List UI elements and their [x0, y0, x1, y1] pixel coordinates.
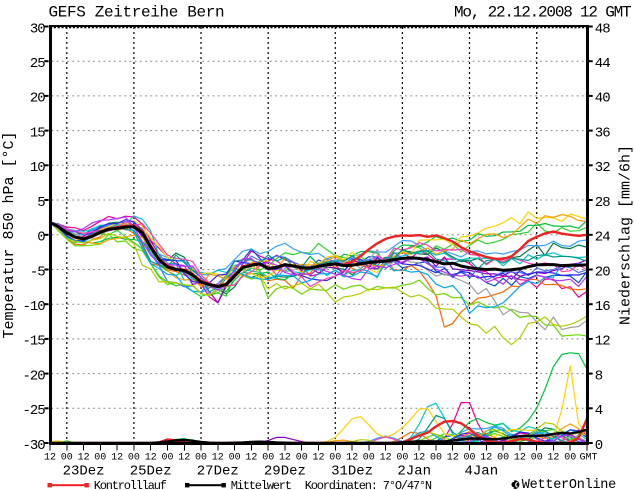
svg-text:44: 44: [595, 56, 610, 72]
svg-text:24: 24: [595, 230, 610, 246]
svg-text:30: 30: [30, 21, 45, 37]
svg-text:32: 32: [595, 160, 610, 176]
svg-text:Mo, 22.12.2008 12 GMT: Mo, 22.12.2008 12 GMT: [454, 4, 631, 22]
svg-text:12: 12: [480, 453, 492, 464]
svg-text:Kontrolllauf: Kontrolllauf: [94, 479, 167, 490]
svg-text:Temperatur 850 hPa [°C]: Temperatur 850 hPa [°C]: [1, 131, 18, 338]
svg-text:0: 0: [37, 230, 45, 246]
svg-text:28: 28: [595, 195, 610, 211]
svg-text:29Dez: 29Dez: [264, 464, 306, 480]
svg-text:4: 4: [595, 403, 603, 419]
svg-text:12: 12: [514, 453, 526, 464]
svg-text:12: 12: [312, 453, 324, 464]
svg-text:Niederschlag [mm/6h]: Niederschlag [mm/6h]: [618, 145, 634, 325]
svg-text:10: 10: [30, 160, 45, 176]
svg-text:27Dez: 27Dez: [197, 464, 239, 480]
svg-text:00: 00: [94, 453, 106, 464]
svg-text:12: 12: [178, 453, 190, 464]
svg-text:0: 0: [595, 438, 603, 454]
svg-text:12: 12: [145, 453, 157, 464]
svg-text:48: 48: [595, 21, 610, 37]
svg-text:2Jan: 2Jan: [397, 464, 431, 480]
svg-text:12: 12: [413, 453, 425, 464]
svg-text:16: 16: [595, 299, 610, 315]
svg-text:-20: -20: [22, 368, 45, 384]
svg-text:-30: -30: [22, 438, 45, 454]
svg-text:23Dez: 23Dez: [63, 464, 105, 480]
svg-text:00: 00: [564, 453, 576, 464]
svg-text:12: 12: [595, 334, 610, 350]
svg-text:36: 36: [595, 125, 610, 141]
svg-text:12: 12: [279, 453, 291, 464]
svg-text:Koordinaten: 7°O/47°N: Koordinaten: 7°O/47°N: [305, 479, 432, 490]
svg-text:20: 20: [30, 91, 45, 107]
svg-text:WetterOnline: WetterOnline: [522, 478, 616, 490]
svg-text:00: 00: [262, 453, 274, 464]
svg-text:-10: -10: [22, 299, 45, 315]
svg-text:GEFS Zeitreihe Bern: GEFS Zeitreihe Bern: [49, 4, 225, 22]
svg-text:40: 40: [595, 91, 610, 107]
svg-text:00: 00: [61, 453, 73, 464]
svg-text:25Dez: 25Dez: [130, 464, 172, 480]
svg-text:12: 12: [380, 453, 392, 464]
svg-text:00: 00: [363, 453, 375, 464]
svg-text:00: 00: [161, 453, 173, 464]
svg-text:4Jan: 4Jan: [464, 464, 498, 480]
svg-text:-15: -15: [22, 334, 45, 350]
svg-text:00: 00: [128, 453, 140, 464]
svg-text:00: 00: [531, 453, 543, 464]
svg-text:Mittelwert: Mittelwert: [231, 479, 291, 490]
svg-text:12: 12: [346, 453, 358, 464]
svg-text:12: 12: [111, 453, 123, 464]
svg-text:00: 00: [396, 453, 408, 464]
svg-text:00: 00: [430, 453, 442, 464]
svg-text:00: 00: [296, 453, 308, 464]
svg-text:15: 15: [30, 125, 45, 141]
svg-text:25: 25: [30, 56, 45, 72]
svg-text:5: 5: [37, 195, 45, 211]
svg-text:00: 00: [497, 453, 509, 464]
svg-text:00: 00: [229, 453, 241, 464]
svg-text:12: 12: [212, 453, 224, 464]
svg-text:12: 12: [447, 453, 459, 464]
svg-text:-5: -5: [30, 264, 45, 280]
svg-text:00: 00: [195, 453, 207, 464]
svg-text:00: 00: [463, 453, 475, 464]
svg-text:8: 8: [595, 368, 603, 384]
svg-text:-25: -25: [22, 403, 45, 419]
svg-text:31Dez: 31Dez: [331, 464, 373, 480]
svg-text:20: 20: [595, 264, 610, 280]
svg-text:12: 12: [547, 453, 559, 464]
svg-text:GMT: GMT: [579, 453, 597, 464]
svg-text:12: 12: [245, 453, 257, 464]
svg-text:12: 12: [44, 453, 56, 464]
svg-text:00: 00: [329, 453, 341, 464]
svg-text:12: 12: [78, 453, 90, 464]
